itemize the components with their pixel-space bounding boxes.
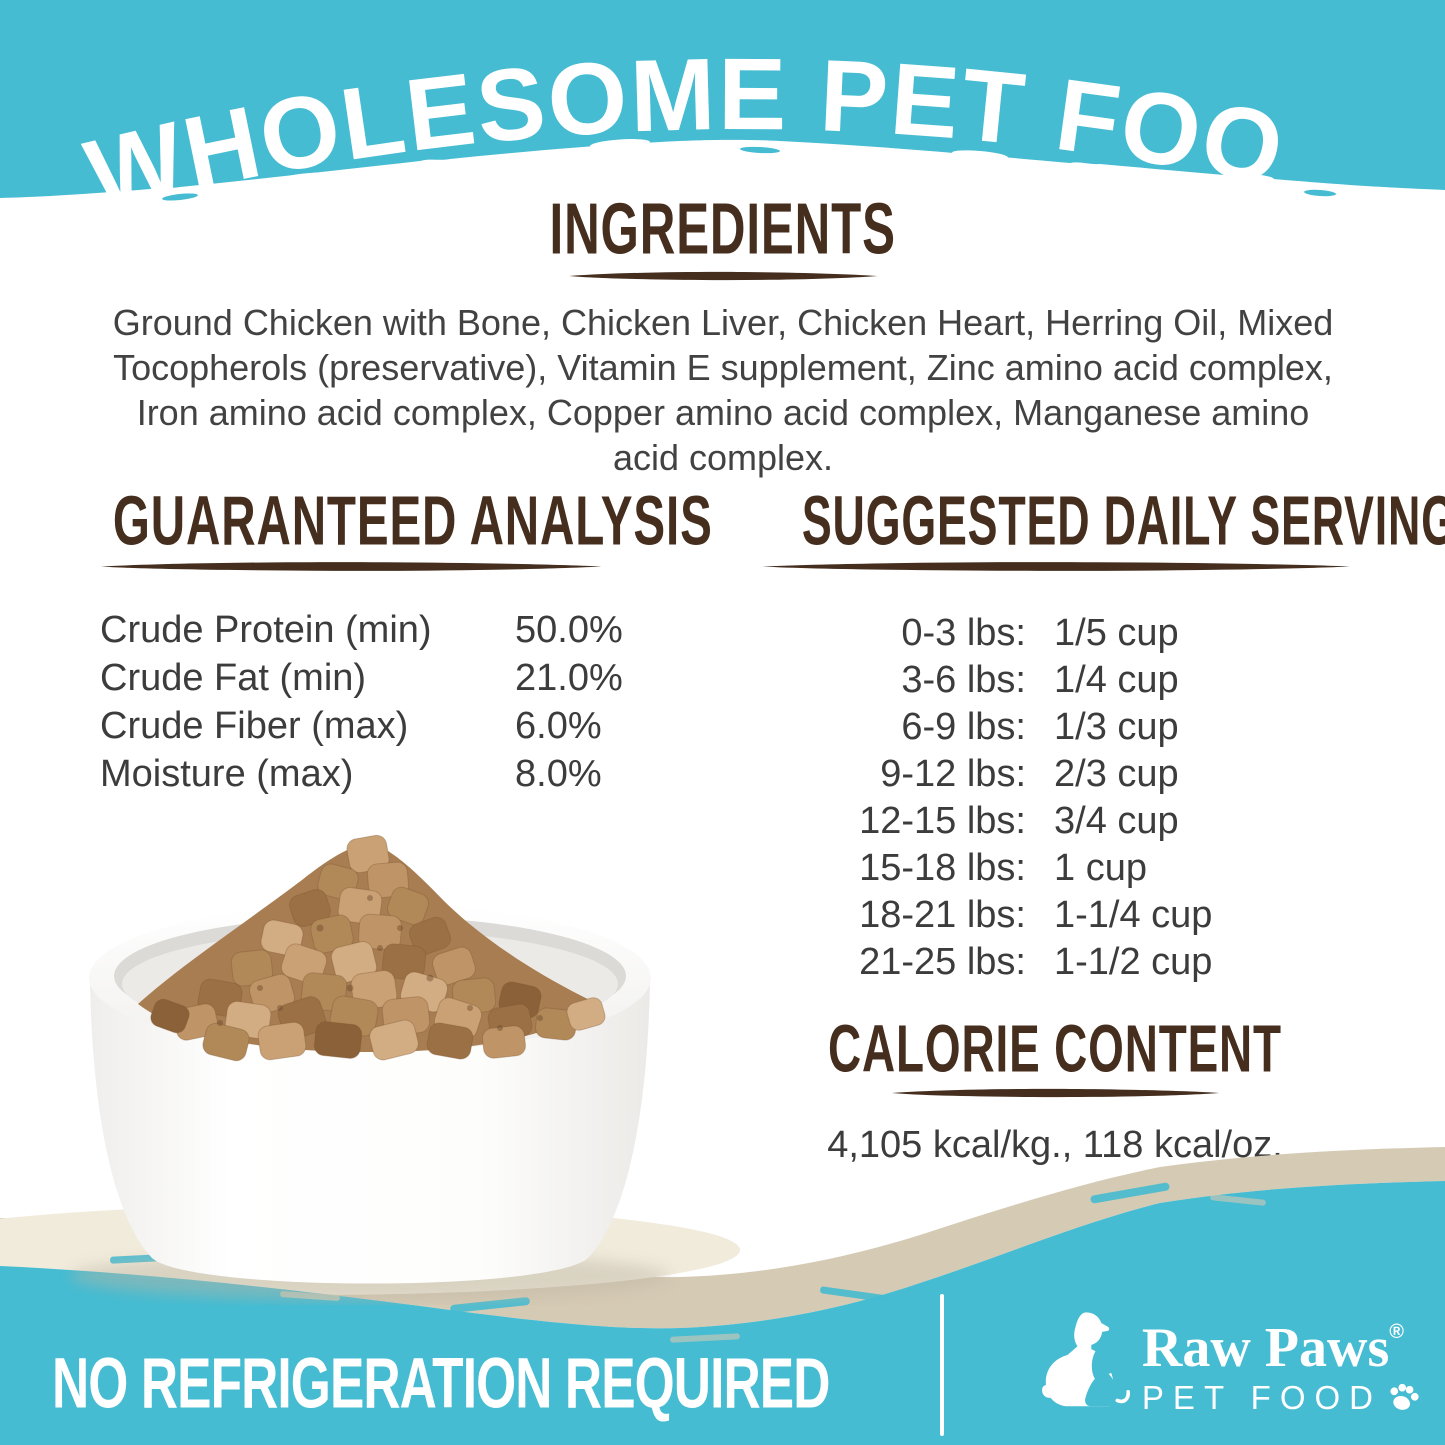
brush-underline [568,271,878,281]
analysis-label: Crude Protein (min) [100,609,432,651]
header-brush-edge [0,139,1445,240]
calorie-content-section: CALORIE CONTENT 4,105 kcal/kg., 118 kcal… [720,1012,1390,1167]
registered-mark: ® [1389,1321,1404,1343]
serving-range: 21-25 lbs: [859,941,1026,983]
brush-underline [100,562,602,571]
daily-serving-heading: SUGGESTED DAILY SERVING [801,481,1445,560]
brand-name-text: Raw Paws [1141,1317,1390,1379]
brand-logo: Raw Paws® PET FOOD [1040,1292,1420,1428]
daily-serving-section: SUGGESTED DAILY SERVING 0-3 lbs: 1/5 cup… [720,481,1445,986]
serving-amount: 1-1/2 cup [1054,941,1213,983]
kibble-bowl-image [70,834,670,1300]
header-banner: WHOLESOME PET FOOD [0,0,1445,240]
analysis-value: 21.0% [515,657,623,699]
brush-underline [762,562,1350,571]
serving-amount: 1/4 cup [1054,659,1179,701]
analysis-label: Crude Fat (min) [100,657,367,699]
serving-range: 12-15 lbs: [859,800,1026,842]
analysis-value: 6.0% [515,705,602,747]
brand-text: Raw Paws® PET FOOD [1142,1303,1420,1417]
ingredients-heading: INGREDIENTS [549,189,896,270]
calorie-content-heading: CALORIE CONTENT [828,1011,1282,1087]
brand-subtitle: PET FOOD [1141,1379,1382,1416]
ingredients-text: Ground Chicken with Bone, Chicken Liver,… [112,302,1334,478]
brush-flecks-teal [162,146,1336,201]
serving-range: 3-6 lbs: [901,659,1026,701]
analysis-label: Moisture (max) [100,753,354,795]
footer-divider [940,1294,944,1436]
serving-amount: 3/4 cup [1054,800,1179,842]
kibble-crevices [217,895,543,1031]
brush-flecks-white [274,139,1274,184]
serving-range: 15-18 lbs: [859,847,1026,889]
serving-range: 18-21 lbs: [859,894,1026,936]
ingredients-section: INGREDIENTS [0,189,1445,283]
serving-amount: 1-1/4 cup [1054,894,1213,936]
daily-serving-list: 0-3 lbs: 1/5 cup 3-6 lbs: 1/4 cup 6-9 lb… [720,610,1390,986]
guaranteed-analysis-heading: GUARANTEED ANALYSIS [112,481,713,560]
serving-amount: 2/3 cup [1054,753,1179,795]
brush-underline [891,1088,1220,1098]
kibble-chunks [150,834,606,1062]
calorie-content-value: 4,105 kcal/kg., 118 kcal/oz. [827,1124,1283,1166]
paw-icon [1390,1383,1419,1410]
analysis-value: 8.0% [515,753,602,795]
dog-cat-logo-icon [1042,1312,1130,1407]
serving-amount: 1/3 cup [1054,706,1179,748]
brand-name: Raw Paws® [1142,1303,1420,1377]
serving-amount: 1/5 cup [1054,612,1179,654]
guaranteed-analysis-section: GUARANTEED ANALYSIS Crude Protein (min) … [60,481,712,798]
serving-range: 0-3 lbs: [901,612,1026,654]
analysis-label: Crude Fiber (max) [100,705,409,747]
guaranteed-analysis-table: Crude Protein (min) 50.0% Crude Fat (min… [60,606,640,798]
serving-range: 6-9 lbs: [901,706,1026,748]
no-refrigeration-claim: NO REFRIGERATION REQUIRED [52,1342,830,1423]
serving-range: 9-12 lbs: [880,753,1026,795]
serving-amount: 1 cup [1054,847,1147,889]
analysis-value: 50.0% [515,609,623,651]
